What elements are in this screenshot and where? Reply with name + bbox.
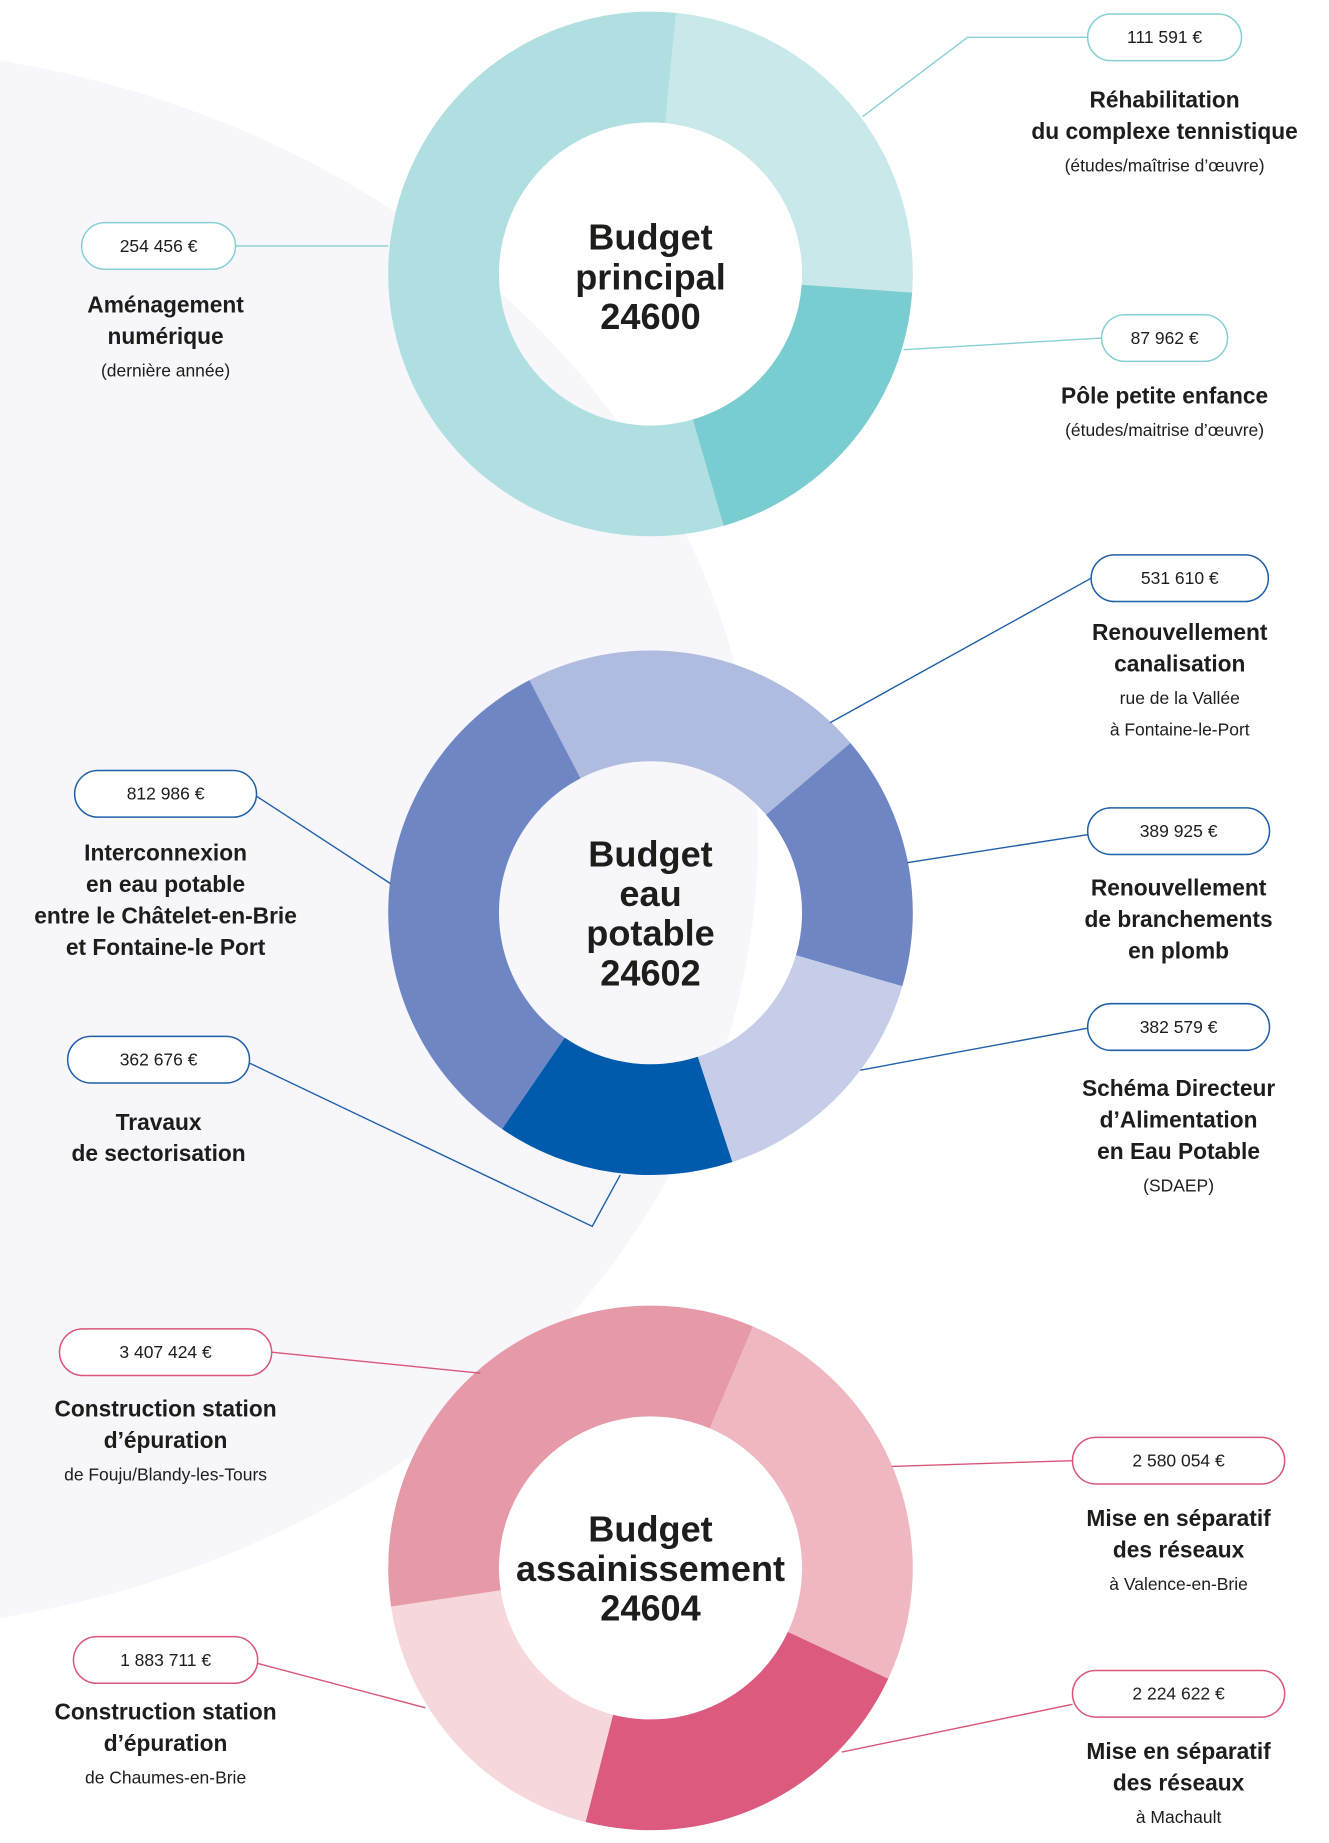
value-pill xyxy=(1071,1669,1286,1718)
value-pill xyxy=(73,769,258,818)
callout-line xyxy=(841,1703,1073,1753)
callout-title: d’épuration xyxy=(104,1730,228,1756)
callout-line xyxy=(256,795,391,885)
value-pill xyxy=(1071,1436,1286,1485)
value-label: 389 925 € xyxy=(1140,821,1218,841)
donut-slice xyxy=(391,1590,614,1823)
callout-line xyxy=(249,1062,621,1228)
value-label: 531 610 € xyxy=(1141,568,1219,588)
callout-title: Travaux xyxy=(116,1109,202,1135)
callout-title: des réseaux xyxy=(1113,1770,1245,1796)
callout-title: du complexe tennistique xyxy=(1031,118,1297,144)
callout-title: d’Alimentation xyxy=(1100,1106,1258,1132)
value-label: 2 580 054 € xyxy=(1132,1450,1225,1470)
value-pill xyxy=(72,1635,259,1685)
value-pill xyxy=(1100,313,1229,363)
callout-title: Aménagement xyxy=(87,292,244,318)
value-pill xyxy=(66,1035,251,1084)
callout-line xyxy=(829,577,1092,724)
callout-title: Schéma Directeur xyxy=(1082,1075,1275,1101)
callout-line xyxy=(862,36,1088,118)
donut-center-label: eau xyxy=(619,873,681,914)
donut-center-label: 24600 xyxy=(600,296,700,337)
donut-center-label: 24604 xyxy=(600,1588,700,1629)
callout-note: rue de la Vallée xyxy=(1120,688,1240,708)
callout-title: Construction station xyxy=(55,1396,277,1422)
donut-slice xyxy=(502,1037,733,1176)
donut-slice xyxy=(529,650,851,815)
callout-title: Renouvellement xyxy=(1091,874,1267,900)
callout-line xyxy=(903,337,1102,351)
callout-title: canalisation xyxy=(1114,651,1245,677)
callout-note: à Valence-en-Brie xyxy=(1109,1574,1248,1594)
value-pill xyxy=(1090,554,1270,603)
callout-title: et Fontaine-le Port xyxy=(66,934,266,960)
value-label: 87 962 € xyxy=(1131,328,1199,348)
value-label: 2 224 622 € xyxy=(1132,1684,1225,1704)
callout-title: numérique xyxy=(108,323,224,349)
donut-slice xyxy=(388,1305,753,1607)
callout-title: Pôle petite enfance xyxy=(1061,383,1268,409)
callout-title: de sectorisation xyxy=(71,1140,245,1166)
callout-title: Mise en séparatif xyxy=(1086,1505,1271,1531)
donut-slice xyxy=(692,284,913,526)
value-pill xyxy=(1086,807,1271,856)
callout-title: d’épuration xyxy=(104,1427,228,1453)
callout-title: Mise en séparatif xyxy=(1086,1738,1271,1764)
callout-note: (SDAEP) xyxy=(1143,1175,1214,1195)
donut-center-label: Budget xyxy=(588,1508,712,1549)
donut-center-label: Budget xyxy=(588,833,712,874)
donut-center-label: assainissement xyxy=(516,1548,785,1589)
callout-title: Construction station xyxy=(55,1699,277,1725)
value-label: 254 456 € xyxy=(120,236,198,256)
donut-slice xyxy=(697,955,903,1162)
donut-slice xyxy=(585,1631,889,1831)
callout-line xyxy=(860,1027,1088,1071)
callout-title: en eau potable xyxy=(86,871,245,897)
callout-title: des réseaux xyxy=(1113,1537,1245,1563)
value-label: 812 986 € xyxy=(127,784,205,804)
callout-line xyxy=(271,1351,481,1374)
callout-title: entre le Châtelet-en-Brie xyxy=(34,902,297,928)
value-label: 362 676 € xyxy=(120,1049,198,1069)
callout-note: (études/maîtrise d’œuvre) xyxy=(1065,155,1265,175)
callout-title: en plomb xyxy=(1128,937,1229,963)
value-label: 382 579 € xyxy=(1140,1017,1218,1037)
value-label: 1 883 711 € xyxy=(120,1650,211,1670)
callout-line xyxy=(257,1662,426,1709)
donut-center-label: principal xyxy=(575,256,726,297)
callout-note: (dernière année) xyxy=(101,360,230,380)
callout-line xyxy=(906,833,1088,864)
callout-line xyxy=(891,1459,1073,1468)
callout-note: à Machault xyxy=(1136,1807,1222,1827)
donut-slice xyxy=(388,680,581,1129)
callout-note: à Fontaine-le-Port xyxy=(1110,720,1250,740)
value-label: 3 407 424 € xyxy=(119,1342,212,1362)
donut-slice xyxy=(766,743,913,987)
value-pill xyxy=(1086,1002,1271,1052)
donut-center-label: potable xyxy=(586,913,714,954)
value-pill xyxy=(80,221,237,271)
callout-title: Réhabilitation xyxy=(1089,86,1239,112)
callout-note: de Chaumes-en-Brie xyxy=(85,1768,246,1788)
callout-title: de branchements xyxy=(1085,906,1273,932)
donut-center-label: 24602 xyxy=(600,952,700,993)
value-pill xyxy=(58,1328,273,1377)
donut-slice xyxy=(665,12,913,293)
donut-slice xyxy=(388,11,724,537)
value-pill xyxy=(1086,13,1243,62)
donut-center-label: Budget xyxy=(588,217,712,258)
donut-slice xyxy=(709,1326,913,1679)
callout-title: Interconnexion xyxy=(84,839,247,865)
value-label: 111 591 € xyxy=(1127,27,1202,47)
callout-title: en Eau Potable xyxy=(1097,1138,1260,1164)
callout-note: (études/maitrise d’œuvre) xyxy=(1065,420,1264,440)
callout-title: Renouvellement xyxy=(1092,619,1268,645)
callout-note: de Fouju/Blandy-les-Tours xyxy=(64,1464,267,1484)
